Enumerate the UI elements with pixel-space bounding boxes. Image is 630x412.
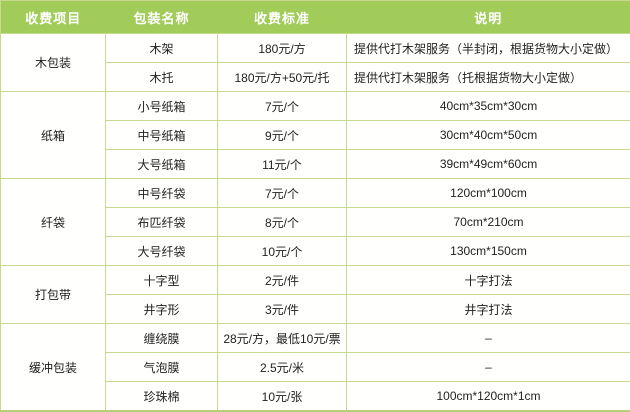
package-cell: 珍珠棉 (105, 381, 218, 412)
note-cell: 十字打法 (346, 265, 630, 296)
package-cell: 十字型 (105, 265, 218, 296)
price-cell: 2元/件 (217, 265, 347, 296)
category-cell: 打包带 (0, 265, 106, 325)
package-cell: 中号纸箱 (105, 120, 218, 151)
table-row: 井字形 3元/件 井字打法 (1, 294, 630, 325)
note-cell: 30cm*40cm*50cm (346, 120, 630, 151)
col-header-package-name: 包装名称 (105, 0, 218, 34)
header-row: 收费项目 包装名称 收费标准 说明 (0, 0, 630, 34)
note-cell: 120cm*100cm (346, 178, 630, 209)
category-cell: 缓冲包装 (0, 323, 106, 412)
col-header-description: 说明 (346, 0, 630, 34)
package-cell: 小号纸箱 (105, 91, 218, 122)
price-cell: 7元/个 (217, 91, 347, 122)
category-cell: 纤袋 (0, 178, 106, 267)
note-cell: – (346, 323, 630, 354)
package-cell: 中号纤袋 (105, 178, 218, 209)
note-cell: 130cm*150cm (346, 236, 630, 267)
table-row: 布匹纤袋 8元/个 70cm*210cm (1, 207, 630, 238)
price-cell: 10元/个 (217, 236, 347, 267)
note-cell: 70cm*210cm (346, 207, 630, 238)
table-row: 纸箱 小号纸箱 7元/个 40cm*35cm*30cm (0, 91, 630, 180)
note-cell: 40cm*35cm*30cm (346, 91, 630, 122)
table-row: 气泡膜 2.5元/米 – (1, 352, 630, 383)
price-cell: 180元/方 (217, 32, 347, 64)
price-cell: 8元/个 (217, 207, 347, 238)
note-cell: 39cm*49cm*60cm (346, 149, 630, 180)
table-row: 木托 180元/方+50元/托 提供代打木架服务（托根据货物大小定做） (1, 62, 630, 93)
price-cell: 2.5元/米 (217, 352, 347, 383)
note-cell: 提供代打木架服务（半封闭，根据货物大小定做） (346, 32, 630, 64)
table-row: 大号纤袋 10元/个 130cm*150cm (1, 236, 630, 267)
package-cell: 木托 (105, 62, 218, 93)
package-cell: 井字形 (105, 294, 218, 325)
price-cell: 10元/张 (217, 381, 347, 412)
table-row: 木包装 木架 180元/方 提供代打木架服务（半封闭，根据货物大小定做） (0, 32, 630, 93)
package-cell: 缠绕膜 (105, 323, 218, 354)
note-cell: 100cm*120cm*1cm (346, 381, 630, 412)
note-cell: 井字打法 (346, 294, 630, 325)
category-cell: 纸箱 (0, 91, 106, 180)
table-row: 中号纸箱 9元/个 30cm*40cm*50cm (1, 120, 630, 151)
table-row: 纤袋 中号纤袋 7元/个 120cm*100cm (0, 178, 630, 267)
package-cell: 大号纤袋 (105, 236, 218, 267)
table-row: 珍珠棉 10元/张 100cm*120cm*1cm (1, 381, 630, 412)
category-cell: 木包装 (0, 32, 106, 93)
table-row: 大号纸箱 11元/个 39cm*49cm*60cm (1, 149, 630, 180)
package-cell: 气泡膜 (105, 352, 218, 383)
table-row: 打包带 十字型 2元/件 十字打法 (0, 265, 630, 325)
price-cell: 9元/个 (217, 120, 347, 151)
col-header-fee-item: 收费项目 (0, 0, 106, 34)
price-cell: 28元/方，最低10元/票 (217, 323, 347, 354)
package-cell: 木架 (105, 32, 218, 64)
package-cell: 大号纸箱 (105, 149, 218, 180)
col-header-fee-standard: 收费标准 (217, 0, 347, 34)
table-row: 缓冲包装 缠绕膜 28元/方，最低10元/票 – (0, 323, 630, 412)
price-cell: 3元/件 (217, 294, 347, 325)
price-cell: 180元/方+50元/托 (217, 62, 347, 93)
package-cell: 布匹纤袋 (105, 207, 218, 238)
price-cell: 11元/个 (217, 149, 347, 180)
note-cell: – (346, 352, 630, 383)
price-cell: 7元/个 (217, 178, 347, 209)
note-cell: 提供代打木架服务（托根据货物大小定做） (346, 62, 630, 93)
